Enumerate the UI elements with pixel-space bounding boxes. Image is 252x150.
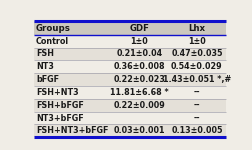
Text: 0.47±0.035: 0.47±0.035 [171,50,222,58]
Text: FSH+bFGF: FSH+bFGF [36,101,83,110]
Text: NT3+bFGF: NT3+bFGF [36,114,83,123]
Text: 0.22±0.009: 0.22±0.009 [113,101,165,110]
Bar [34,60,225,73]
Text: --: -- [193,88,199,97]
Text: GDF: GDF [129,24,149,33]
Text: 1±0: 1±0 [187,37,205,46]
Text: 0.21±0.04: 0.21±0.04 [116,50,162,58]
Text: FSH+NT3+bFGF: FSH+NT3+bFGF [36,126,108,135]
Bar [34,112,225,124]
Text: Lhx: Lhx [187,24,205,33]
Text: 0.13±0.005: 0.13±0.005 [171,126,222,135]
Text: Control: Control [36,37,69,46]
Bar [34,124,225,137]
Text: --: -- [193,114,199,123]
Text: Groups: Groups [36,24,71,33]
Bar [34,48,225,60]
Text: FSH+NT3: FSH+NT3 [36,88,78,97]
Text: 0.03±0.001: 0.03±0.001 [113,126,164,135]
Text: 11.81±6.68 *: 11.81±6.68 * [110,88,168,97]
Bar [34,99,225,112]
Text: bFGF: bFGF [36,75,59,84]
Text: NT3: NT3 [36,62,54,71]
Bar [34,73,225,86]
Text: 1.43±0.051 *,#: 1.43±0.051 *,# [162,75,230,84]
Text: FSH: FSH [36,50,54,58]
Text: 0.36±0.008: 0.36±0.008 [113,62,165,71]
Text: --: -- [193,101,199,110]
Text: 0.54±0.029: 0.54±0.029 [170,62,222,71]
Text: 1±0: 1±0 [130,37,148,46]
Text: 0.22±0.023: 0.22±0.023 [113,75,165,84]
Bar [34,35,225,48]
Bar [34,86,225,99]
Bar [34,21,225,35]
